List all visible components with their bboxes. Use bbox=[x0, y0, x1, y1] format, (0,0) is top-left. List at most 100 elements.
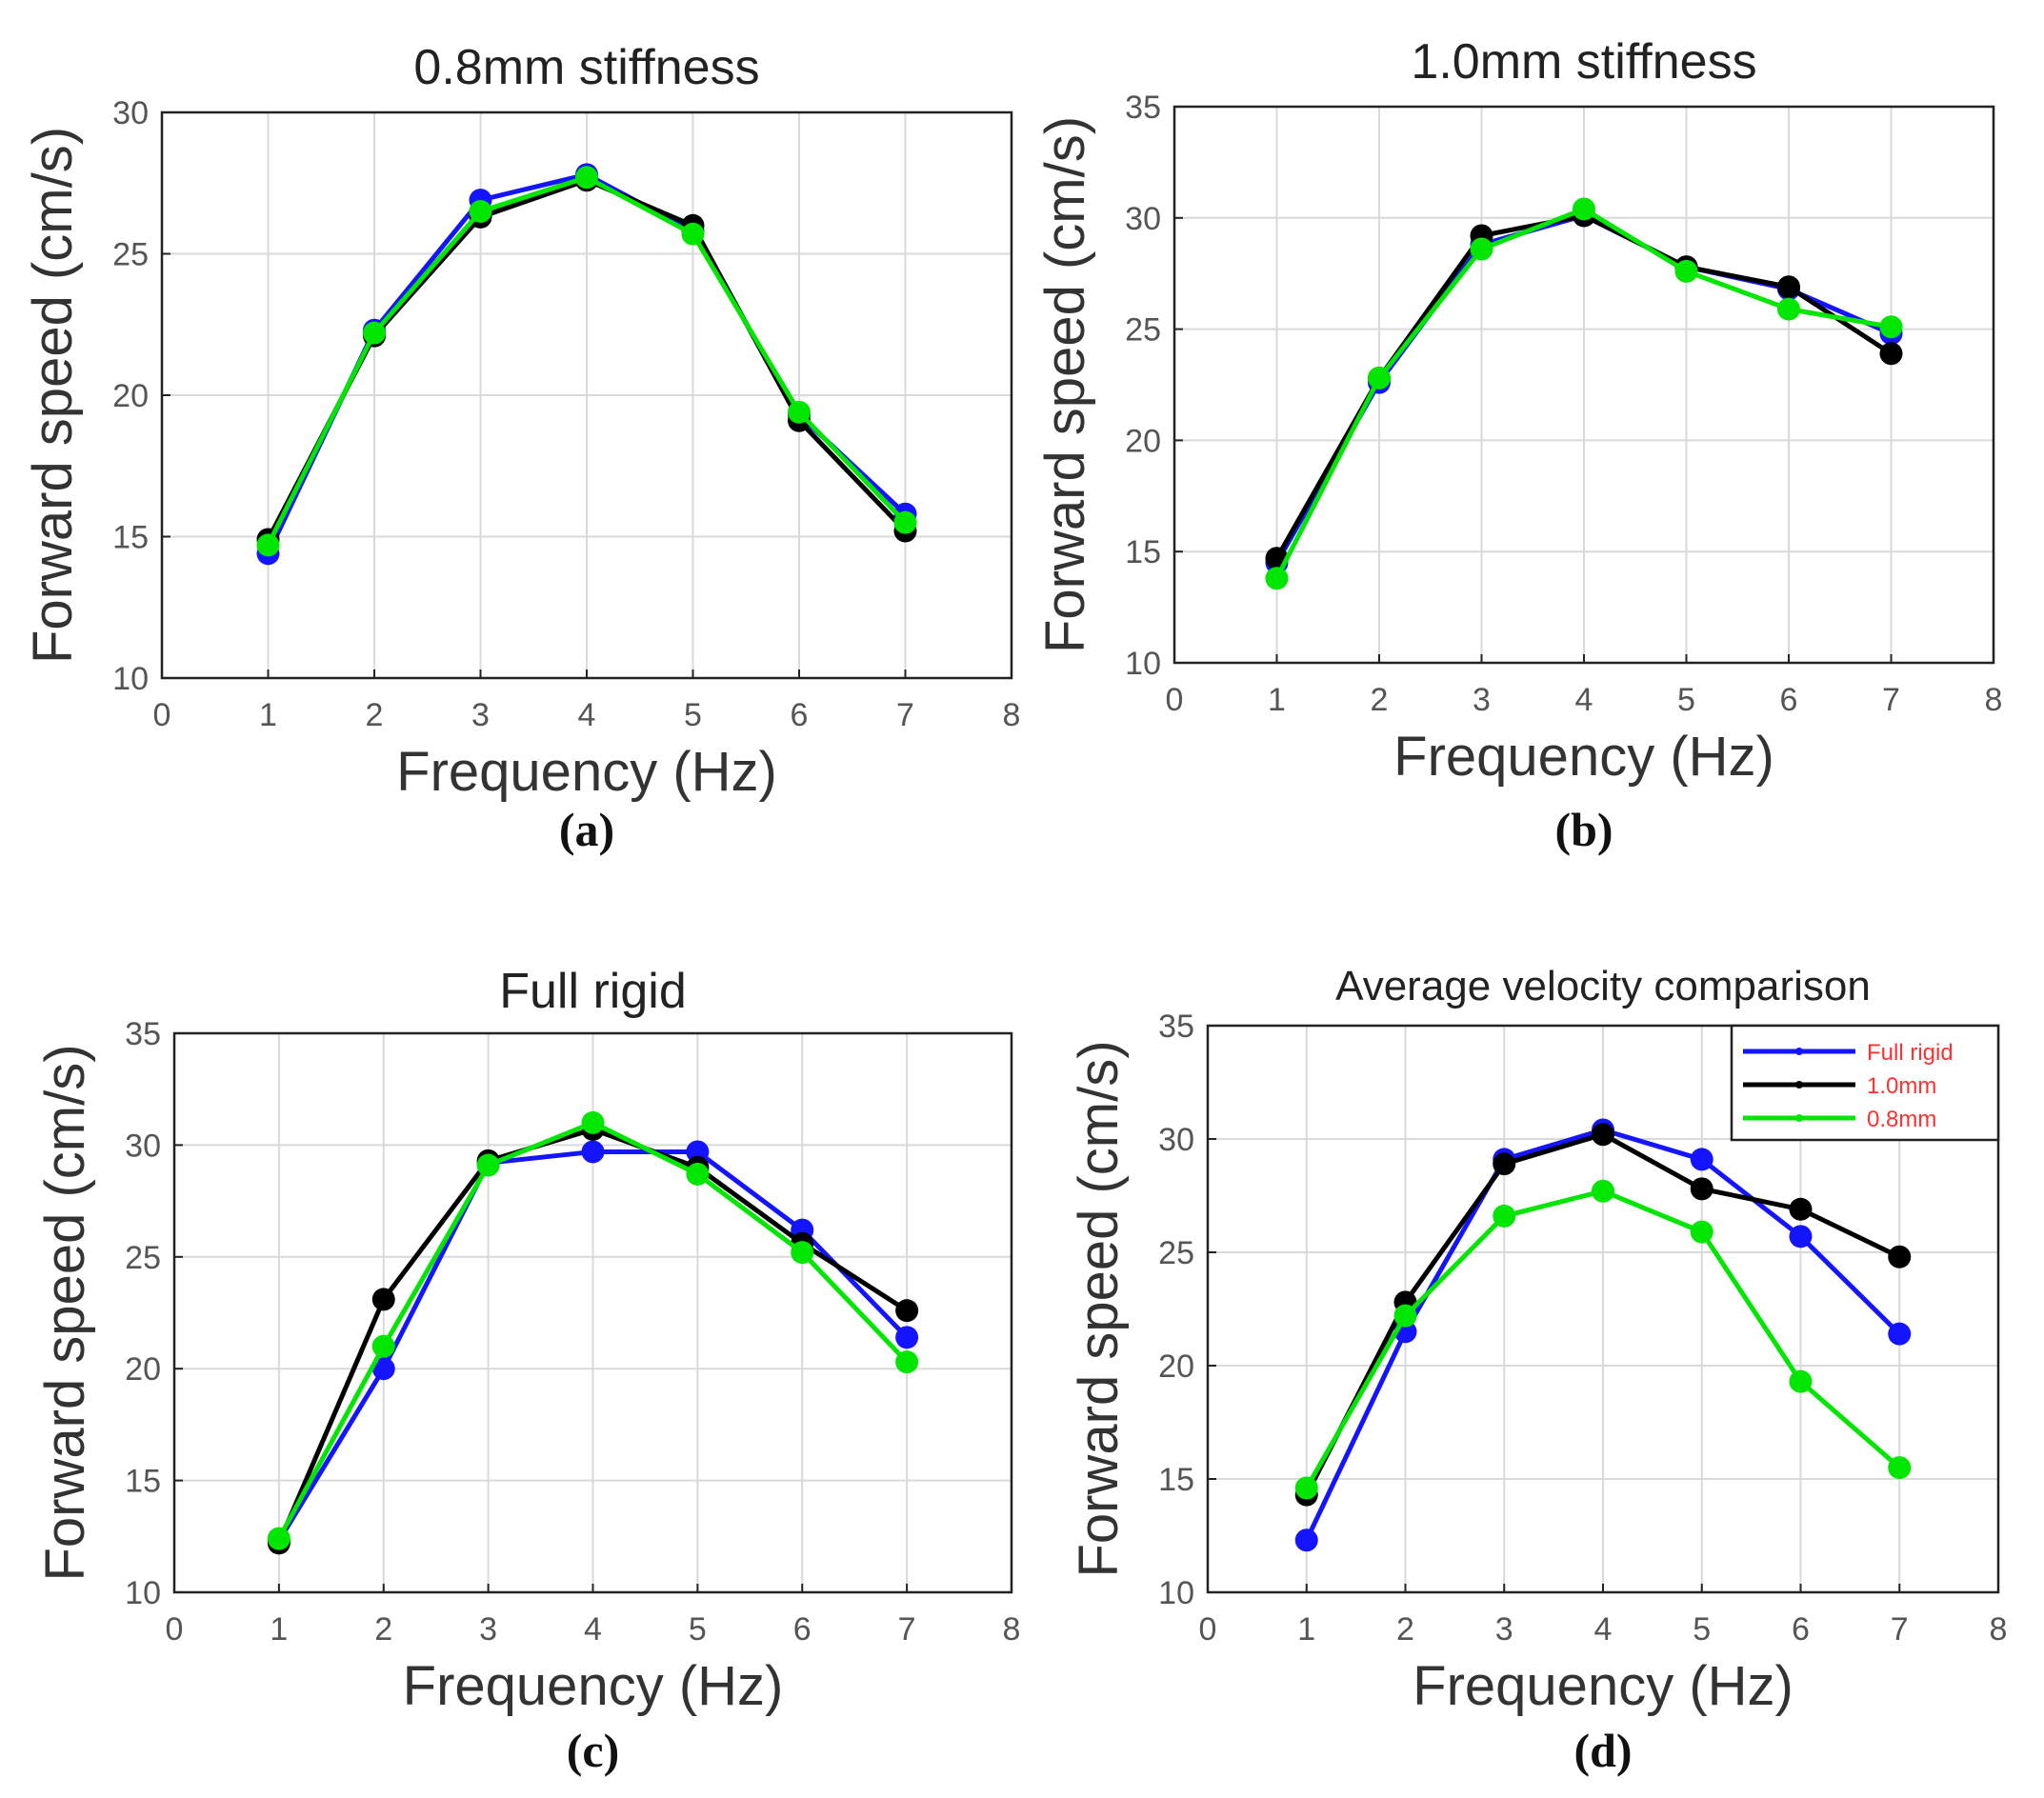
x-tick-label: 2 bbox=[1396, 1611, 1414, 1648]
x-tick-label: 7 bbox=[1882, 682, 1900, 718]
chart-title: Average velocity comparison bbox=[1335, 963, 1871, 1009]
x-tick-label: 1 bbox=[1297, 1611, 1315, 1648]
data-point bbox=[1294, 1528, 1318, 1552]
x-tick-label: 0 bbox=[1199, 1611, 1217, 1648]
x-tick-label: 5 bbox=[684, 697, 702, 733]
x-tick-label: 0 bbox=[1166, 682, 1184, 718]
x-tick-label: 3 bbox=[471, 697, 490, 733]
data-point bbox=[895, 1350, 919, 1374]
y-tick-label: 15 bbox=[1125, 534, 1161, 570]
x-tick-label: 5 bbox=[1677, 682, 1695, 718]
data-point bbox=[267, 1527, 291, 1550]
data-point bbox=[1879, 342, 1903, 366]
data-point bbox=[1777, 297, 1800, 321]
x-tick-label: 8 bbox=[1003, 697, 1021, 733]
y-tick-label: 30 bbox=[1158, 1122, 1194, 1158]
chart-a: 0 1 2 3 4 5 6 7 8 10 15 20 25 30 0.8mm stiffness Freque… bbox=[22, 40, 1020, 856]
x-tick-label: 8 bbox=[1985, 682, 2003, 718]
chart-title: 0.8mm stiffness bbox=[413, 40, 759, 95]
data-point bbox=[1888, 1245, 1912, 1269]
data-point bbox=[476, 1153, 500, 1177]
data-point bbox=[791, 1241, 814, 1265]
data-point bbox=[1592, 1179, 1614, 1203]
legend-marker bbox=[1795, 1114, 1803, 1122]
y-tick-label: 30 bbox=[125, 1128, 161, 1164]
x-tick-label: 7 bbox=[896, 697, 914, 733]
panel-caption: (b) bbox=[1554, 803, 1613, 856]
x-tick-label: 3 bbox=[479, 1611, 497, 1648]
legend: Full rigid 1.0mm 0.8mm bbox=[1730, 1024, 2000, 1142]
x-tick-label: 0 bbox=[153, 697, 171, 733]
data-point bbox=[256, 533, 280, 557]
data-point bbox=[1879, 315, 1903, 339]
x-axis-label: Frequency (Hz) bbox=[1393, 726, 1774, 788]
legend-marker bbox=[1795, 1048, 1803, 1055]
y-axis-label: Forward speed (cm/s) bbox=[22, 127, 84, 664]
data-point bbox=[1690, 1220, 1713, 1244]
data-point bbox=[1789, 1369, 1813, 1393]
x-tick-label: 8 bbox=[1003, 1611, 1021, 1648]
data-point bbox=[1777, 275, 1800, 299]
x-tick-label: 4 bbox=[578, 697, 596, 733]
y-axis-label: Forward speed (cm/s) bbox=[1034, 116, 1096, 653]
data-point bbox=[1888, 1322, 1912, 1346]
data-point bbox=[1592, 1123, 1614, 1147]
x-tick-label: 7 bbox=[898, 1611, 916, 1648]
y-tick-label: 15 bbox=[112, 520, 149, 556]
x-tick-label: 4 bbox=[584, 1611, 602, 1648]
series-2 bbox=[1294, 1179, 1912, 1500]
data-point bbox=[1690, 1177, 1713, 1201]
y-tick-label: 25 bbox=[1158, 1235, 1194, 1271]
x-tick-label: 2 bbox=[374, 1611, 392, 1648]
data-point bbox=[686, 1162, 710, 1186]
axes-frame bbox=[1172, 105, 1995, 665]
data-point bbox=[895, 1299, 919, 1323]
axes-frame bbox=[160, 110, 1013, 680]
y-tick-label: 20 bbox=[112, 378, 149, 414]
y-tick-label: 30 bbox=[1125, 201, 1161, 237]
series-2 bbox=[256, 166, 917, 557]
panel-caption: (d) bbox=[1573, 1724, 1632, 1777]
data-point bbox=[575, 166, 598, 190]
data-point bbox=[371, 1334, 395, 1358]
y-axis-label: Forward speed (cm/s) bbox=[34, 1044, 96, 1581]
chart-b: 0 1 2 3 4 5 6 7 8 10 15 20 25 30 35 1.0mm stiffness Freq… bbox=[1034, 34, 2002, 856]
y-tick-label: 35 bbox=[1158, 1009, 1194, 1045]
y-axis-label: Forward speed (cm/s) bbox=[1068, 1040, 1130, 1577]
legend-marker bbox=[1795, 1081, 1803, 1089]
x-tick-label: 2 bbox=[366, 697, 384, 733]
x-tick-label: 6 bbox=[793, 1611, 812, 1648]
y-tick-label: 15 bbox=[125, 1464, 161, 1500]
data-point bbox=[371, 1357, 395, 1381]
y-tick-label: 30 bbox=[112, 95, 149, 131]
series-2 bbox=[1265, 197, 1903, 590]
y-tick-label: 20 bbox=[1125, 423, 1161, 459]
panel-caption: (a) bbox=[559, 803, 614, 856]
chart-title: Full rigid bbox=[499, 964, 687, 1019]
data-point bbox=[681, 222, 705, 246]
y-tick-label: 35 bbox=[1125, 90, 1161, 126]
data-point bbox=[1470, 237, 1493, 261]
data-point bbox=[581, 1140, 605, 1164]
y-tick-label: 20 bbox=[125, 1351, 161, 1388]
y-tick-label: 10 bbox=[1125, 646, 1161, 682]
y-tick-label: 25 bbox=[125, 1240, 161, 1276]
data-point bbox=[1294, 1476, 1318, 1500]
x-tick-label: 6 bbox=[791, 697, 809, 733]
y-tick-label: 10 bbox=[1158, 1575, 1194, 1611]
x-axis-label: Frequency (Hz) bbox=[403, 1655, 784, 1717]
data-point bbox=[1573, 197, 1595, 221]
data-point bbox=[1690, 1148, 1713, 1171]
panel-caption: (c) bbox=[567, 1724, 620, 1777]
x-tick-label: 5 bbox=[689, 1611, 707, 1648]
x-tick-label: 5 bbox=[1693, 1611, 1711, 1648]
data-point bbox=[1368, 366, 1391, 390]
x-tick-label: 6 bbox=[1780, 682, 1798, 718]
x-tick-label: 0 bbox=[166, 1611, 184, 1648]
chart-c: 0 1 2 3 4 5 6 7 8 10 15 20 25 30 35 Full rigid Frequency… bbox=[34, 964, 1020, 1777]
x-tick-label: 8 bbox=[1990, 1611, 2008, 1648]
x-tick-label: 1 bbox=[270, 1611, 288, 1648]
axes-frame bbox=[172, 1031, 1013, 1594]
data-point bbox=[581, 1110, 605, 1134]
